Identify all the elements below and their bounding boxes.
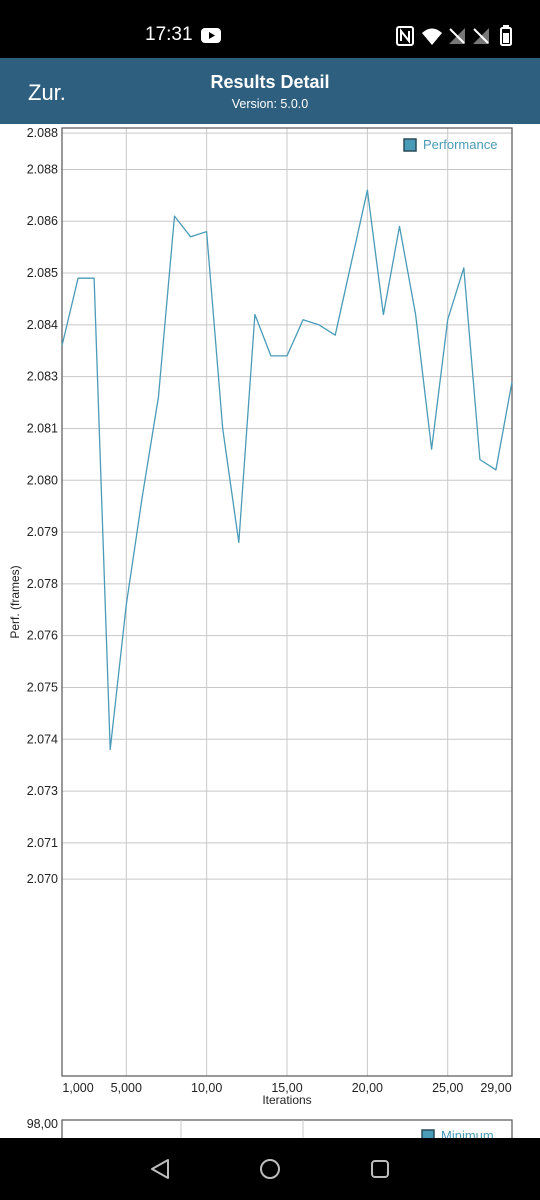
legend-label: Minimum bbox=[441, 1128, 494, 1138]
y-tick-label: 2.080 bbox=[27, 473, 58, 487]
y-tick-label: 2.086 bbox=[27, 214, 58, 228]
battery-icon bbox=[500, 25, 512, 46]
back-triangle-icon[interactable] bbox=[148, 1157, 172, 1181]
y-tick-label: 2.078 bbox=[27, 577, 58, 591]
y-tick-label: 2.088 bbox=[27, 126, 58, 140]
x-tick-label: 29,00 bbox=[480, 1081, 511, 1095]
home-circle-icon[interactable] bbox=[258, 1157, 282, 1181]
plot-border bbox=[61, 127, 513, 1077]
app-bar: Zur. Results Detail Version: 5.0.0 bbox=[0, 58, 540, 124]
x-tick-label: 1,000 bbox=[62, 1081, 93, 1095]
y-tick-label: 2.074 bbox=[27, 732, 58, 746]
y-tick-label: 2.075 bbox=[27, 680, 58, 694]
legend-swatch bbox=[403, 138, 417, 152]
legend-label: Performance bbox=[423, 137, 497, 152]
x-axis-label: Iterations bbox=[262, 1093, 311, 1107]
y-tick-label: 2.070 bbox=[27, 872, 58, 886]
y-tick-label: 2.073 bbox=[27, 784, 58, 798]
y-tick-label: 98,00 bbox=[27, 1117, 58, 1131]
recents-square-icon[interactable] bbox=[368, 1157, 392, 1181]
x-tick-label: 15,00 bbox=[271, 1081, 302, 1095]
y-tick-label: 2.085 bbox=[27, 266, 58, 280]
x-tick-label: 10,00 bbox=[191, 1081, 222, 1095]
youtube-icon bbox=[201, 28, 221, 43]
y-axis-label: Perf. (frames) bbox=[8, 565, 22, 638]
y-tick-label: 2.081 bbox=[27, 421, 58, 435]
y-tick-label: 2.088 bbox=[27, 162, 58, 176]
back-button[interactable]: Zur. bbox=[28, 80, 66, 105]
y-tick-label: 2.083 bbox=[27, 370, 58, 384]
second-chart-border bbox=[61, 1119, 513, 1138]
x-tick-label: 5,000 bbox=[111, 1081, 142, 1095]
nfc-icon bbox=[396, 26, 414, 46]
y-tick-label: 2.071 bbox=[27, 836, 58, 850]
x-tick-label: 20,00 bbox=[352, 1081, 383, 1095]
no-sim-icon bbox=[449, 28, 465, 44]
status-bar: 17:31 bbox=[0, 0, 540, 58]
y-tick-label: 2.084 bbox=[27, 318, 58, 332]
performance-chart: 2.088 2.088 2.086 2.085 2.084 2.083 2.081 2.080… bbox=[8, 126, 513, 1138]
results-scroll-area[interactable]: 2.088 2.088 2.086 2.085 2.084 2.083 2.081 2.080… bbox=[0, 124, 540, 1138]
y-tick-label: 2.076 bbox=[27, 629, 58, 643]
performance-series-line bbox=[61, 189, 513, 751]
navigation-bar bbox=[0, 1138, 540, 1200]
status-time: 17:31 bbox=[145, 24, 193, 45]
wifi-icon bbox=[422, 28, 442, 45]
legend-swatch bbox=[421, 1129, 435, 1138]
x-tick-label: 25,00 bbox=[432, 1081, 463, 1095]
no-sim-icon bbox=[473, 28, 489, 44]
page-title: Results Detail bbox=[210, 72, 330, 92]
y-tick-label: 2.079 bbox=[27, 525, 58, 539]
version-label: Version: 5.0.0 bbox=[231, 97, 309, 111]
